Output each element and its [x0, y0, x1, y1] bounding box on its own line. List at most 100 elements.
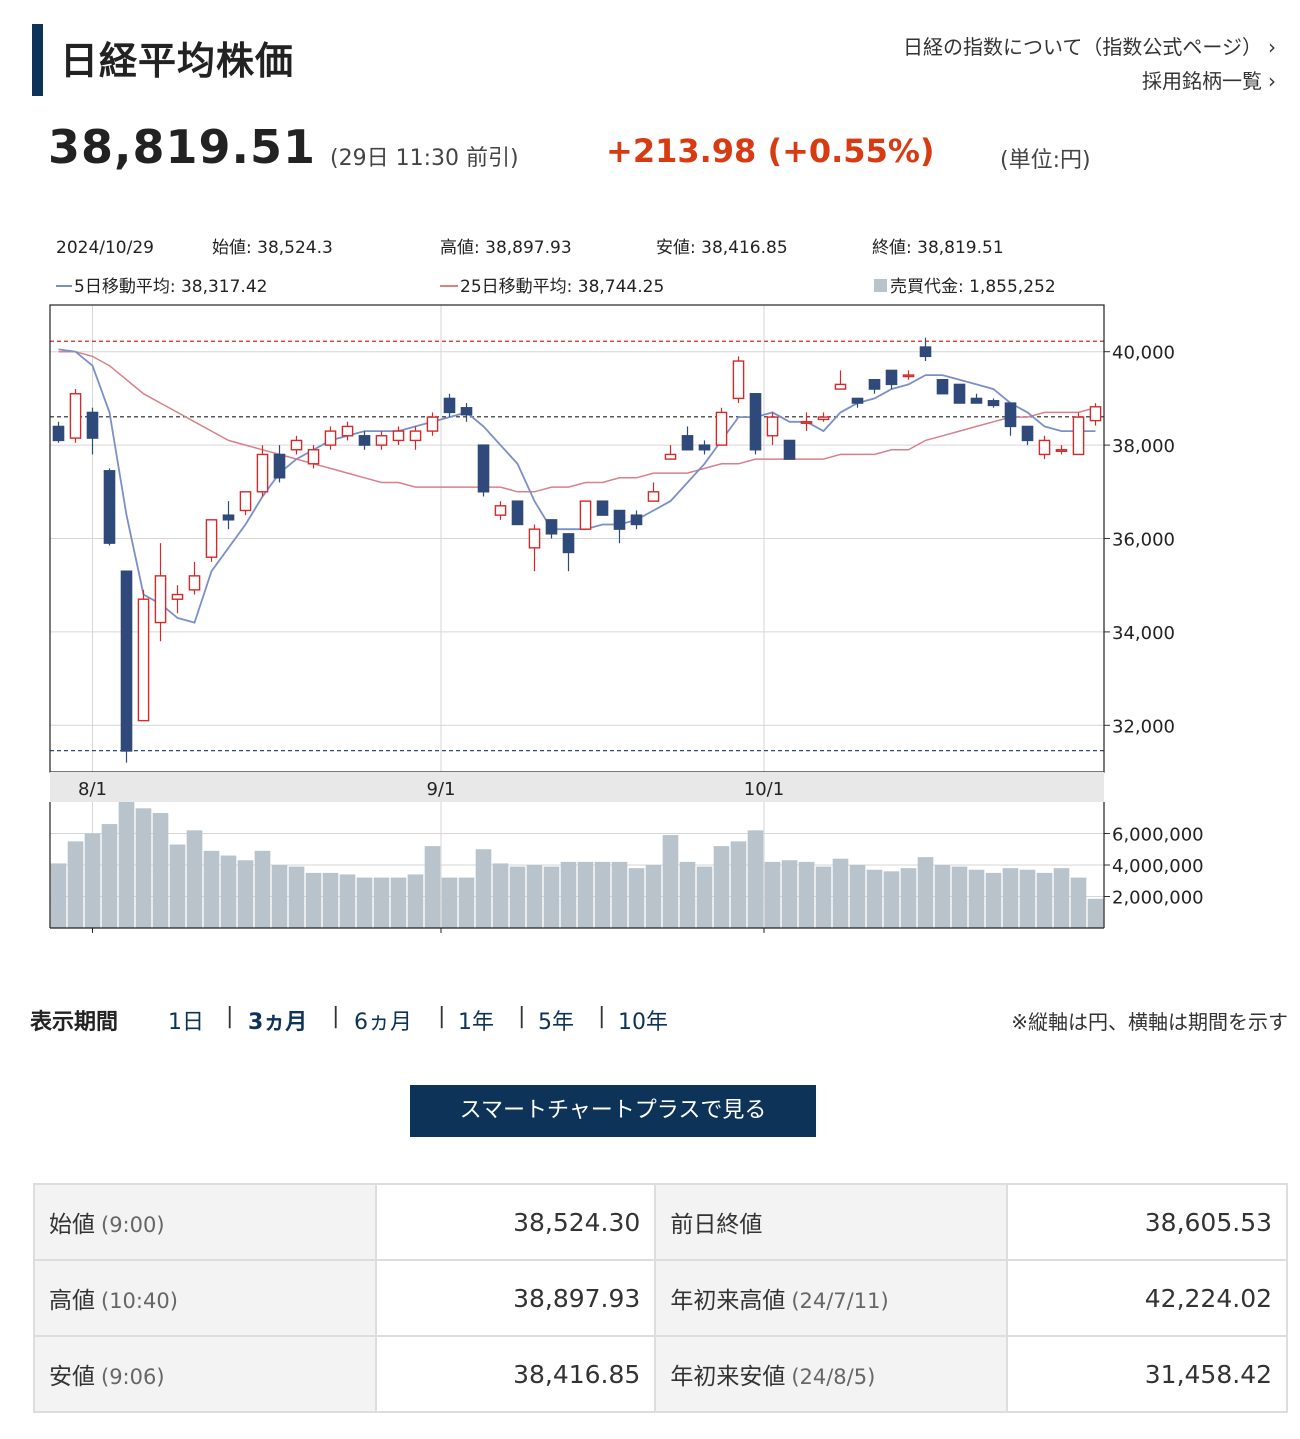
candle-down [681, 435, 694, 451]
candle-up [392, 430, 405, 442]
date-band [50, 772, 1104, 802]
ma25-line [58, 350, 1096, 493]
chevron-right-icon: › [1268, 35, 1276, 59]
constituents-link[interactable]: 採用銘柄一覧 › [903, 64, 1276, 98]
volume-bar [917, 857, 934, 928]
candle-down [545, 519, 558, 535]
volume-bar [628, 868, 645, 928]
candle-down [460, 407, 473, 416]
candle-down [1021, 425, 1034, 442]
info-open: 始値: 38,524.3 [212, 238, 333, 258]
candle-down [698, 444, 711, 451]
candle-down [1004, 402, 1017, 428]
candle-down [885, 369, 898, 386]
volume-bar [424, 846, 441, 928]
volume-bar [50, 863, 67, 928]
volume-bar [407, 874, 424, 928]
volume-bar [781, 860, 798, 928]
candle-up [426, 416, 439, 432]
period-separator: | [518, 1004, 526, 1029]
volume-bar [526, 865, 543, 928]
index-about-link[interactable]: 日経の指数について（指数公式ページ） › [903, 30, 1276, 64]
chevron-right-icon: › [1268, 69, 1276, 93]
candle-down [596, 500, 609, 516]
candle-up [1072, 416, 1085, 456]
info-high: 高値: 38,897.93 [440, 238, 572, 258]
period-option-10y[interactable]: 10年 [618, 1010, 668, 1035]
volume-bar [815, 866, 832, 928]
candle-up [375, 435, 388, 446]
candle-up [766, 416, 779, 437]
period-option-1d[interactable]: 1日 [168, 1010, 204, 1035]
page-title: 日経平均株価 [60, 39, 295, 83]
summary-value: 38,605.53 [1006, 1183, 1288, 1261]
volume-bar [271, 865, 288, 928]
candle-up [528, 528, 541, 549]
candle-down [120, 570, 133, 752]
volume-bar [713, 846, 730, 928]
candle-up [715, 411, 728, 446]
volume-bar [339, 874, 356, 928]
volume-bar [883, 871, 900, 928]
candle-down [953, 383, 966, 404]
summary-label: 安値 (9:06) [33, 1335, 377, 1413]
current-price: 38,819.51 [48, 120, 316, 174]
volume-bar [934, 865, 951, 928]
volume-bar [67, 841, 84, 928]
volume-bar [849, 865, 866, 928]
period-option-1y[interactable]: 1年 [458, 1010, 494, 1035]
summary-value: 42,224.02 [1006, 1259, 1288, 1337]
summary-label: 年初来安値 (24/8/5) [654, 1335, 1009, 1413]
candle-up [834, 383, 847, 390]
period-option-5y[interactable]: 5年 [538, 1010, 574, 1035]
volume-bar [1053, 868, 1070, 928]
volume-bar [356, 877, 373, 928]
volume-bar [662, 835, 679, 928]
candle-down [749, 393, 762, 451]
summary-row: 安値 (9:06) 38,416.85 年初来安値 (24/8/5) 31,458.42 [33, 1335, 1288, 1413]
turnover-legend-swatch [874, 279, 887, 292]
volume-bar [84, 833, 101, 928]
volume-bar [832, 858, 849, 928]
volume-bar [220, 855, 237, 928]
volume-bar [1002, 868, 1019, 928]
price-tick-label: 34,000 [1112, 623, 1175, 644]
smart-chart-button[interactable]: スマートチャートプラスで見る [410, 1085, 816, 1137]
volume-bar [390, 877, 407, 928]
candle-down [562, 533, 575, 554]
period-option-6m[interactable]: 6ヵ月 [354, 1010, 412, 1035]
period-selector: 表示期間 1日 | 3ヵ月 | 6ヵ月 | 1年 | 5年 | 10年 ※縦軸は… [30, 1000, 1290, 1040]
volume-bar [730, 841, 747, 928]
summary-label: 高値 (10:40) [33, 1259, 377, 1337]
candle-up [188, 575, 201, 591]
candle-up [307, 449, 320, 465]
candle-down [613, 509, 626, 530]
volume-bar [186, 830, 203, 928]
candle-up [647, 491, 660, 502]
candle-up [732, 360, 745, 400]
volume-bar [475, 849, 492, 928]
volume-bar [509, 866, 526, 928]
price-tick-label: 40,000 [1112, 343, 1175, 364]
candle-down [630, 514, 643, 526]
candle-up [69, 393, 82, 439]
info-ma5: 5日移動平均: 38,317.42 [74, 277, 267, 297]
month-label: 8/1 [78, 779, 107, 800]
info-low: 安値: 38,416.85 [656, 238, 788, 258]
volume-bar [1087, 898, 1104, 928]
price-unit: (単位:円) [1000, 148, 1091, 173]
candle-up [409, 430, 422, 442]
info-ma25: 25日移動平均: 38,744.25 [460, 277, 664, 297]
info-close: 終値: 38,819.51 [872, 238, 1004, 258]
volume-tick-label: 6,000,000 [1112, 825, 1204, 846]
volume-bar [968, 869, 985, 928]
volume-tick-label: 2,000,000 [1112, 888, 1204, 909]
candle-down [222, 514, 235, 521]
stock-chart: 2024/10/29 始値: 38,524.3 高値: 38,897.93 安値: 3… [49, 238, 1204, 933]
price-change: +213.98 (+0.55%) [606, 132, 935, 170]
month-label: 10/1 [744, 779, 784, 800]
price-tick-label: 38,000 [1112, 436, 1175, 457]
price-time: (29日 11:30 前引) [330, 146, 519, 171]
candle-up [324, 430, 337, 446]
period-option-3m[interactable]: 3ヵ月 [248, 1010, 308, 1035]
